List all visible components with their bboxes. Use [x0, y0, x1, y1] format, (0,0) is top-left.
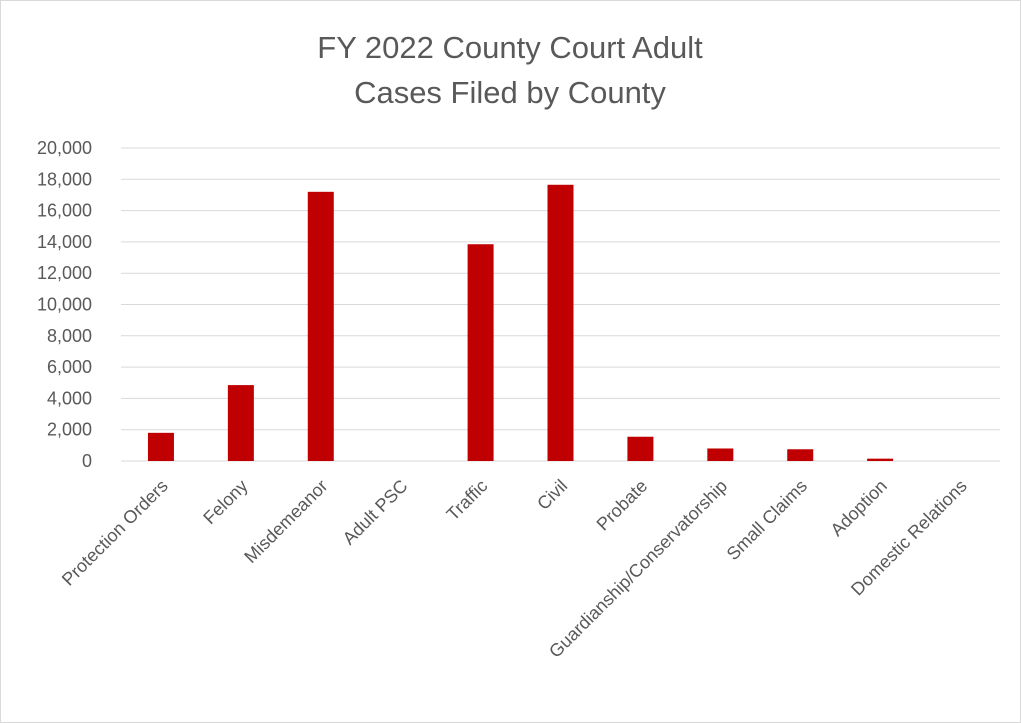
bar: [467, 244, 494, 461]
bar: [147, 432, 174, 461]
x-category-label: Adoption: [827, 476, 891, 540]
y-tick-label: 4,000: [47, 388, 92, 408]
bar: [307, 191, 334, 461]
chart-title-line-1: FY 2022 County Court Adult: [317, 30, 703, 65]
x-category-label: Protection Orders: [58, 476, 172, 590]
y-tick-label: 14,000: [37, 232, 92, 252]
x-category-label: Probate: [593, 476, 652, 535]
y-tick-label: 20,000: [37, 138, 92, 158]
y-tick-label: 8,000: [47, 326, 92, 346]
y-tick-label: 16,000: [37, 201, 92, 221]
y-tick-label: 2,000: [47, 420, 92, 440]
chart-title-line-2: Cases Filed by County: [354, 75, 666, 110]
bar: [547, 184, 574, 461]
y-tick-label: 6,000: [47, 357, 92, 377]
x-category-label: Adult PSC: [339, 476, 412, 549]
x-category-label: Traffic: [443, 476, 492, 525]
x-category-label: Civil: [533, 476, 571, 514]
bar: [867, 458, 894, 461]
x-category-label: Small Claims: [723, 476, 811, 564]
y-axis-tick-labels: 0 2,000 4,000 6,000 8,000 10,000 12,000 14,000 1…: [37, 138, 92, 471]
x-category-label: Guardianship/Conservatorship: [545, 476, 731, 662]
x-category-label: Felony: [199, 476, 251, 528]
bars: [147, 184, 894, 461]
bar: [227, 385, 254, 461]
y-tick-label: 0: [82, 451, 92, 471]
y-tick-label: 18,000: [37, 169, 92, 189]
bar: [787, 449, 814, 461]
bar: [707, 448, 734, 461]
y-tick-label: 10,000: [37, 295, 92, 315]
y-tick-label: 12,000: [37, 263, 92, 283]
x-category-label: Misdemeanor: [240, 476, 331, 567]
bar: [627, 436, 654, 461]
